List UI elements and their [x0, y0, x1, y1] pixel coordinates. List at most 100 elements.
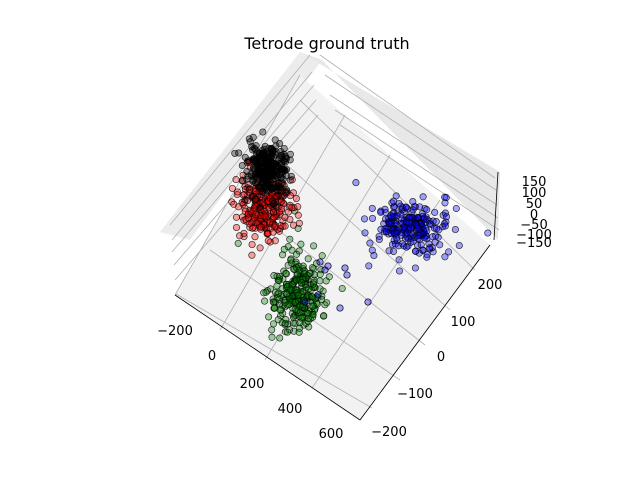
- data-point: [423, 227, 431, 235]
- data-point: [285, 293, 293, 301]
- pane-left: [160, 52, 322, 240]
- data-point: [275, 208, 283, 216]
- data-point: [301, 298, 309, 306]
- floor-grid-x-3: [269, 149, 451, 311]
- chart-title: Tetrode ground truth: [243, 34, 409, 53]
- data-point: [241, 196, 249, 204]
- data-point: [309, 293, 317, 301]
- data-point: [252, 202, 260, 210]
- data-point: [390, 247, 398, 255]
- data-point: [414, 234, 422, 242]
- data-point: [268, 170, 276, 178]
- data-point: [250, 144, 258, 152]
- data-point: [381, 225, 389, 233]
- data-point: [411, 247, 420, 255]
- data-point: [232, 176, 240, 184]
- data-point: [286, 326, 294, 334]
- axes-panes: [160, 52, 500, 420]
- data-point: [260, 289, 268, 297]
- data-point: [405, 214, 413, 222]
- data-point: [282, 172, 290, 180]
- data-point: [248, 240, 256, 249]
- y-tick-label: −100: [397, 387, 433, 402]
- data-point: [262, 174, 270, 182]
- data-point: [305, 285, 313, 293]
- z-tick-label: −100: [516, 228, 552, 243]
- data-point: [304, 317, 312, 325]
- data-point: [253, 219, 261, 227]
- data-point: [318, 252, 326, 260]
- data-point: [423, 215, 431, 223]
- data-point: [426, 245, 434, 253]
- data-point: [304, 310, 312, 318]
- data-point: [278, 197, 286, 206]
- data-point: [295, 247, 303, 255]
- data-point: [286, 235, 294, 243]
- data-point: [270, 199, 278, 208]
- data-point: [256, 203, 264, 211]
- data-point: [288, 204, 296, 212]
- data-point: [320, 312, 328, 320]
- data-point: [249, 133, 257, 141]
- data-point: [275, 179, 283, 187]
- data-point: [397, 210, 405, 218]
- floor-grid-x-0: [175, 293, 373, 409]
- data-point: [245, 157, 253, 165]
- data-point: [280, 245, 288, 253]
- data-point: [261, 213, 269, 221]
- y-axis-line: [359, 244, 491, 421]
- data-point: [282, 269, 290, 277]
- data-point: [281, 319, 289, 327]
- data-point: [395, 267, 404, 275]
- data-point: [360, 215, 369, 223]
- data-point: [432, 225, 441, 233]
- left-grid-0: [169, 54, 311, 226]
- data-point: [451, 225, 459, 234]
- data-point: [268, 333, 276, 341]
- data-point: [441, 222, 449, 230]
- data-point: [309, 280, 318, 288]
- data-point: [411, 264, 419, 272]
- data-point: [423, 253, 431, 261]
- data-point: [277, 221, 285, 230]
- z-tick-label: 50: [526, 197, 543, 212]
- y-tick-label: 0: [437, 350, 445, 365]
- data-point: [352, 179, 360, 187]
- back-grid-1: [324, 74, 497, 191]
- data-point: [308, 302, 316, 310]
- data-point: [232, 213, 240, 221]
- data-point: [228, 184, 236, 192]
- data-point: [258, 178, 266, 186]
- data-point: [295, 219, 303, 227]
- data-point: [323, 299, 331, 307]
- data-point: [258, 167, 266, 176]
- data-points: [228, 128, 492, 342]
- data-point: [432, 232, 440, 240]
- data-point: [276, 139, 284, 148]
- data-point: [271, 223, 279, 231]
- data-point: [236, 232, 244, 240]
- data-point: [259, 128, 267, 136]
- data-point: [286, 150, 294, 158]
- data-point: [294, 203, 302, 211]
- data-point: [416, 203, 424, 211]
- z-axis-line: [493, 171, 499, 241]
- data-point: [281, 158, 289, 166]
- floor-grid-x-4: [299, 99, 476, 271]
- data-point: [294, 291, 302, 299]
- data-point: [366, 239, 374, 247]
- data-point: [296, 324, 304, 332]
- data-point: [289, 221, 298, 229]
- data-point: [234, 239, 242, 247]
- data-point: [368, 204, 376, 212]
- x-tick-label: 0: [208, 349, 216, 364]
- data-point: [370, 251, 378, 260]
- data-point: [395, 242, 403, 250]
- data-point: [265, 313, 273, 321]
- data-point: [260, 151, 268, 159]
- data-point: [445, 248, 453, 256]
- data-point: [441, 253, 449, 261]
- data-point: [244, 172, 252, 180]
- data-point: [316, 270, 324, 278]
